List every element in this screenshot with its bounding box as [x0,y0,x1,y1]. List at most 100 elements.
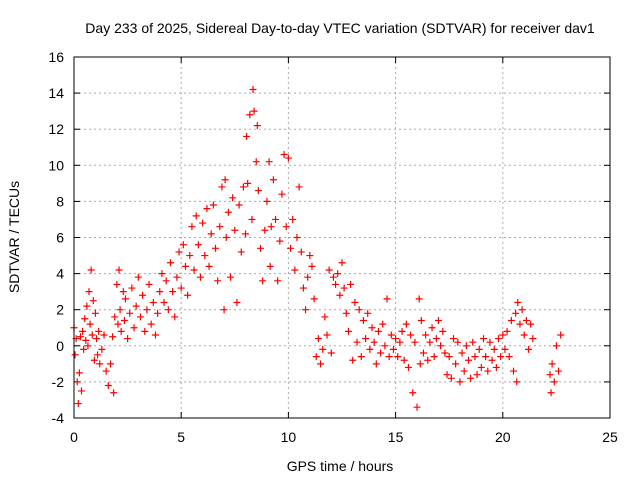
data-point [424,356,432,364]
data-point [143,306,151,314]
data-point [227,273,235,281]
data-point [314,335,322,343]
data-point [295,183,303,191]
data-point [259,277,267,285]
data-point [407,331,415,339]
data-point [244,179,252,187]
data-point [239,183,247,191]
data-point [347,280,355,288]
data-point [134,273,142,281]
x-tick-label: 0 [70,429,78,445]
data-point [325,266,333,274]
data-point [413,403,421,411]
data-point [169,288,177,296]
data-point [212,244,220,252]
data-point [293,234,301,241]
data-point [160,298,168,306]
data-point [121,295,129,303]
data-point [93,335,101,343]
data-point [249,85,257,93]
data-point [237,248,245,256]
x-tick-label: 20 [495,429,511,445]
data-point [411,338,419,346]
data-point [336,291,344,299]
data-point [113,280,121,288]
data-point [207,230,215,238]
data-point [503,327,511,335]
data-point [224,208,232,216]
data-point [379,320,387,328]
data-point [289,215,297,223]
data-point [209,201,217,209]
data-point [214,277,222,285]
y-axis-label: SDTVAR / TECUs [6,181,22,293]
data-point [522,317,530,325]
data-point [321,313,329,321]
data-point [497,353,505,361]
data-point [231,226,239,234]
data-point [177,284,185,292]
data-point [83,302,91,310]
data-point [173,273,181,281]
data-point [175,248,183,256]
data-point [449,335,457,343]
data-point [416,360,424,368]
data-point [126,309,134,317]
data-point [102,367,110,375]
data-point [199,219,207,227]
data-point [381,342,389,350]
data-point [110,389,118,397]
data-point [302,306,310,314]
data-point [196,273,204,281]
data-point [267,223,275,231]
data-point [243,132,251,140]
y-tick-label: -4 [52,410,65,426]
data-point [188,223,196,231]
data-point [462,342,470,350]
data-point [490,345,498,353]
data-point [88,331,96,339]
data-point [312,353,320,361]
data-point [467,374,475,382]
y-tick-label: 14 [48,85,64,101]
data-point [377,349,385,357]
data-point [385,353,393,361]
data-point [434,317,442,325]
data-point [205,262,213,270]
data-point [338,259,346,267]
x-axis-label: GPS time / hours [287,458,394,474]
data-point [280,150,288,158]
y-tick-label: 8 [56,193,64,209]
data-point [201,252,209,260]
data-point [84,342,92,350]
data-point [252,158,260,166]
data-point [366,345,374,353]
grid [74,57,610,418]
data-point [527,320,535,328]
data-point [529,335,537,343]
data-point [222,234,230,241]
data-point [132,302,140,310]
data-point [557,331,565,339]
data-point [510,367,518,375]
data-point [368,324,376,332]
data-point [158,270,166,278]
data-point [409,389,417,397]
data-point [516,320,524,328]
data-point [104,382,112,390]
data-point [250,107,258,115]
data-point [151,331,159,339]
data-point [79,327,87,335]
data-point [96,360,104,368]
data-point [518,306,526,314]
data-point [164,306,172,314]
data-point [186,252,194,260]
data-point [471,353,479,361]
data-point [147,320,155,328]
data-point [80,345,88,353]
x-tick-label: 15 [388,429,404,445]
data-point [136,313,144,321]
data-point [75,369,83,377]
data-point [458,349,466,357]
data-point [166,259,174,267]
